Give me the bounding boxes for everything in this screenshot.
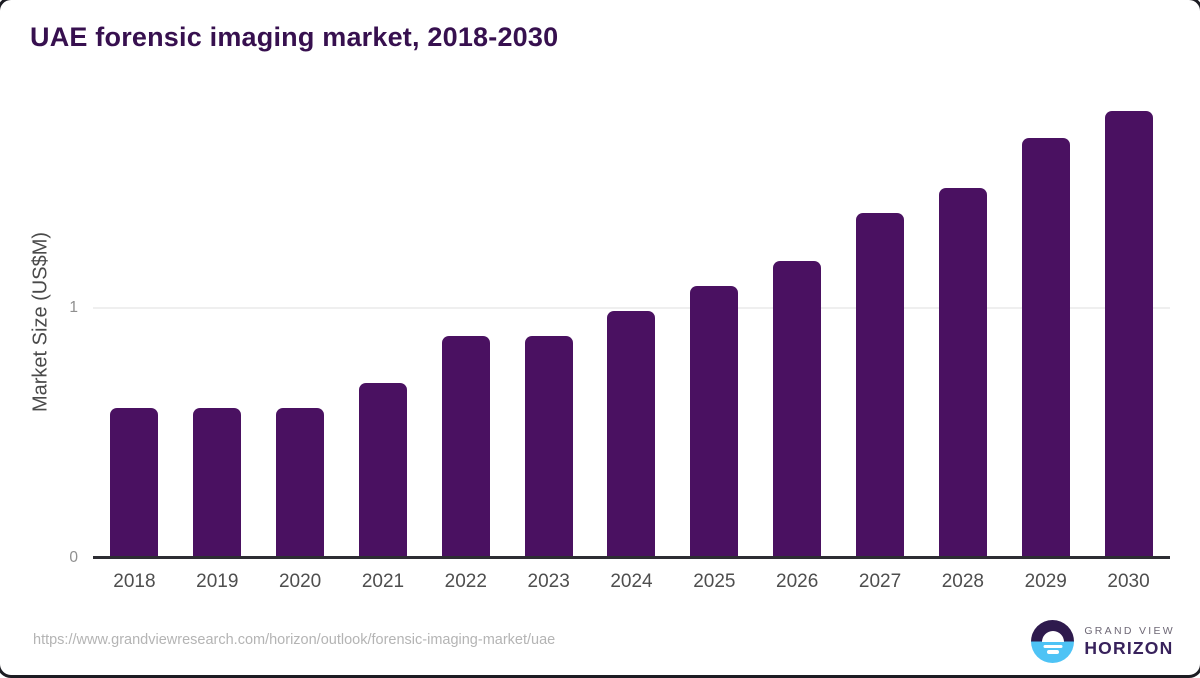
y-tick-label-0: 0	[69, 549, 78, 566]
bar-column-2027	[839, 83, 922, 558]
bar-2020	[276, 408, 325, 558]
bar-column-2023	[507, 83, 590, 558]
x-tick-label-2023: 2023	[527, 571, 570, 592]
sun-dome-shape	[1041, 630, 1064, 642]
x-tick-label-2029: 2029	[1024, 571, 1067, 592]
y-axis-title: Market Size (US$M)	[29, 231, 52, 413]
bar-column-2021	[342, 83, 425, 558]
x-axis-labels: 2018 2019 2020 2021 2022 2023 2024 2025 2026 2027…	[93, 571, 1170, 593]
x-tick-label-2024: 2024	[610, 571, 653, 592]
y-tick-label-1: 1	[69, 299, 78, 316]
bar-2026	[773, 260, 822, 558]
horizon-sun-icon	[1031, 620, 1075, 663]
bar-2023	[524, 335, 573, 558]
x-tick-label-2020: 2020	[278, 571, 322, 592]
x-tick-label-2019: 2019	[196, 571, 239, 592]
x-axis-line	[93, 556, 1170, 559]
x-tick-label-2025: 2025	[693, 571, 736, 592]
logo-text: GRAND VIEW HORIZON	[1084, 625, 1175, 659]
bar-2025	[690, 285, 739, 558]
x-tick-label-2018: 2018	[113, 571, 156, 592]
bar-column-2028	[921, 83, 1004, 558]
bar-column-2025	[673, 83, 756, 558]
bar-column-2024	[590, 83, 673, 558]
x-tick-label-2022: 2022	[444, 571, 487, 592]
bar-column-2020	[259, 83, 342, 558]
bar-column-2029	[1004, 83, 1087, 558]
bar-column-2019	[176, 83, 259, 558]
sun-reflection-line-2	[1046, 650, 1059, 654]
chart-title: UAE forensic imaging market, 2018-2030	[30, 22, 559, 52]
bar-2028	[938, 188, 987, 558]
source-url: https://www.grandviewresearch.com/horizo…	[33, 632, 556, 648]
bar-column-2030	[1087, 83, 1170, 558]
bars-plot-area	[93, 83, 1170, 558]
x-tick-label-2028: 2028	[941, 571, 984, 592]
bar-2029	[1021, 138, 1070, 558]
bar-2018	[110, 408, 159, 558]
x-tick-label-2030: 2030	[1107, 571, 1150, 592]
bar-column-2022	[424, 83, 507, 558]
logo-brand-name: GRAND VIEW	[1084, 624, 1175, 637]
x-tick-label-2026: 2026	[776, 571, 819, 592]
bar-column-2026	[756, 83, 839, 558]
bar-2021	[358, 383, 407, 558]
gridline-y-1	[93, 307, 1170, 309]
logo-product-name: HORIZON	[1084, 637, 1174, 658]
bar-2027	[856, 213, 905, 558]
x-tick-label-2027: 2027	[858, 571, 902, 592]
bar-2019	[193, 408, 242, 558]
bar-2024	[607, 310, 656, 558]
bar-column-2018	[93, 83, 176, 558]
bar-2030	[1104, 110, 1153, 558]
x-tick-label-2021: 2021	[361, 571, 405, 592]
sun-reflection-line-1	[1043, 644, 1063, 648]
grand-view-horizon-logo: GRAND VIEW HORIZON	[1031, 620, 1175, 663]
bar-2022	[441, 335, 490, 558]
